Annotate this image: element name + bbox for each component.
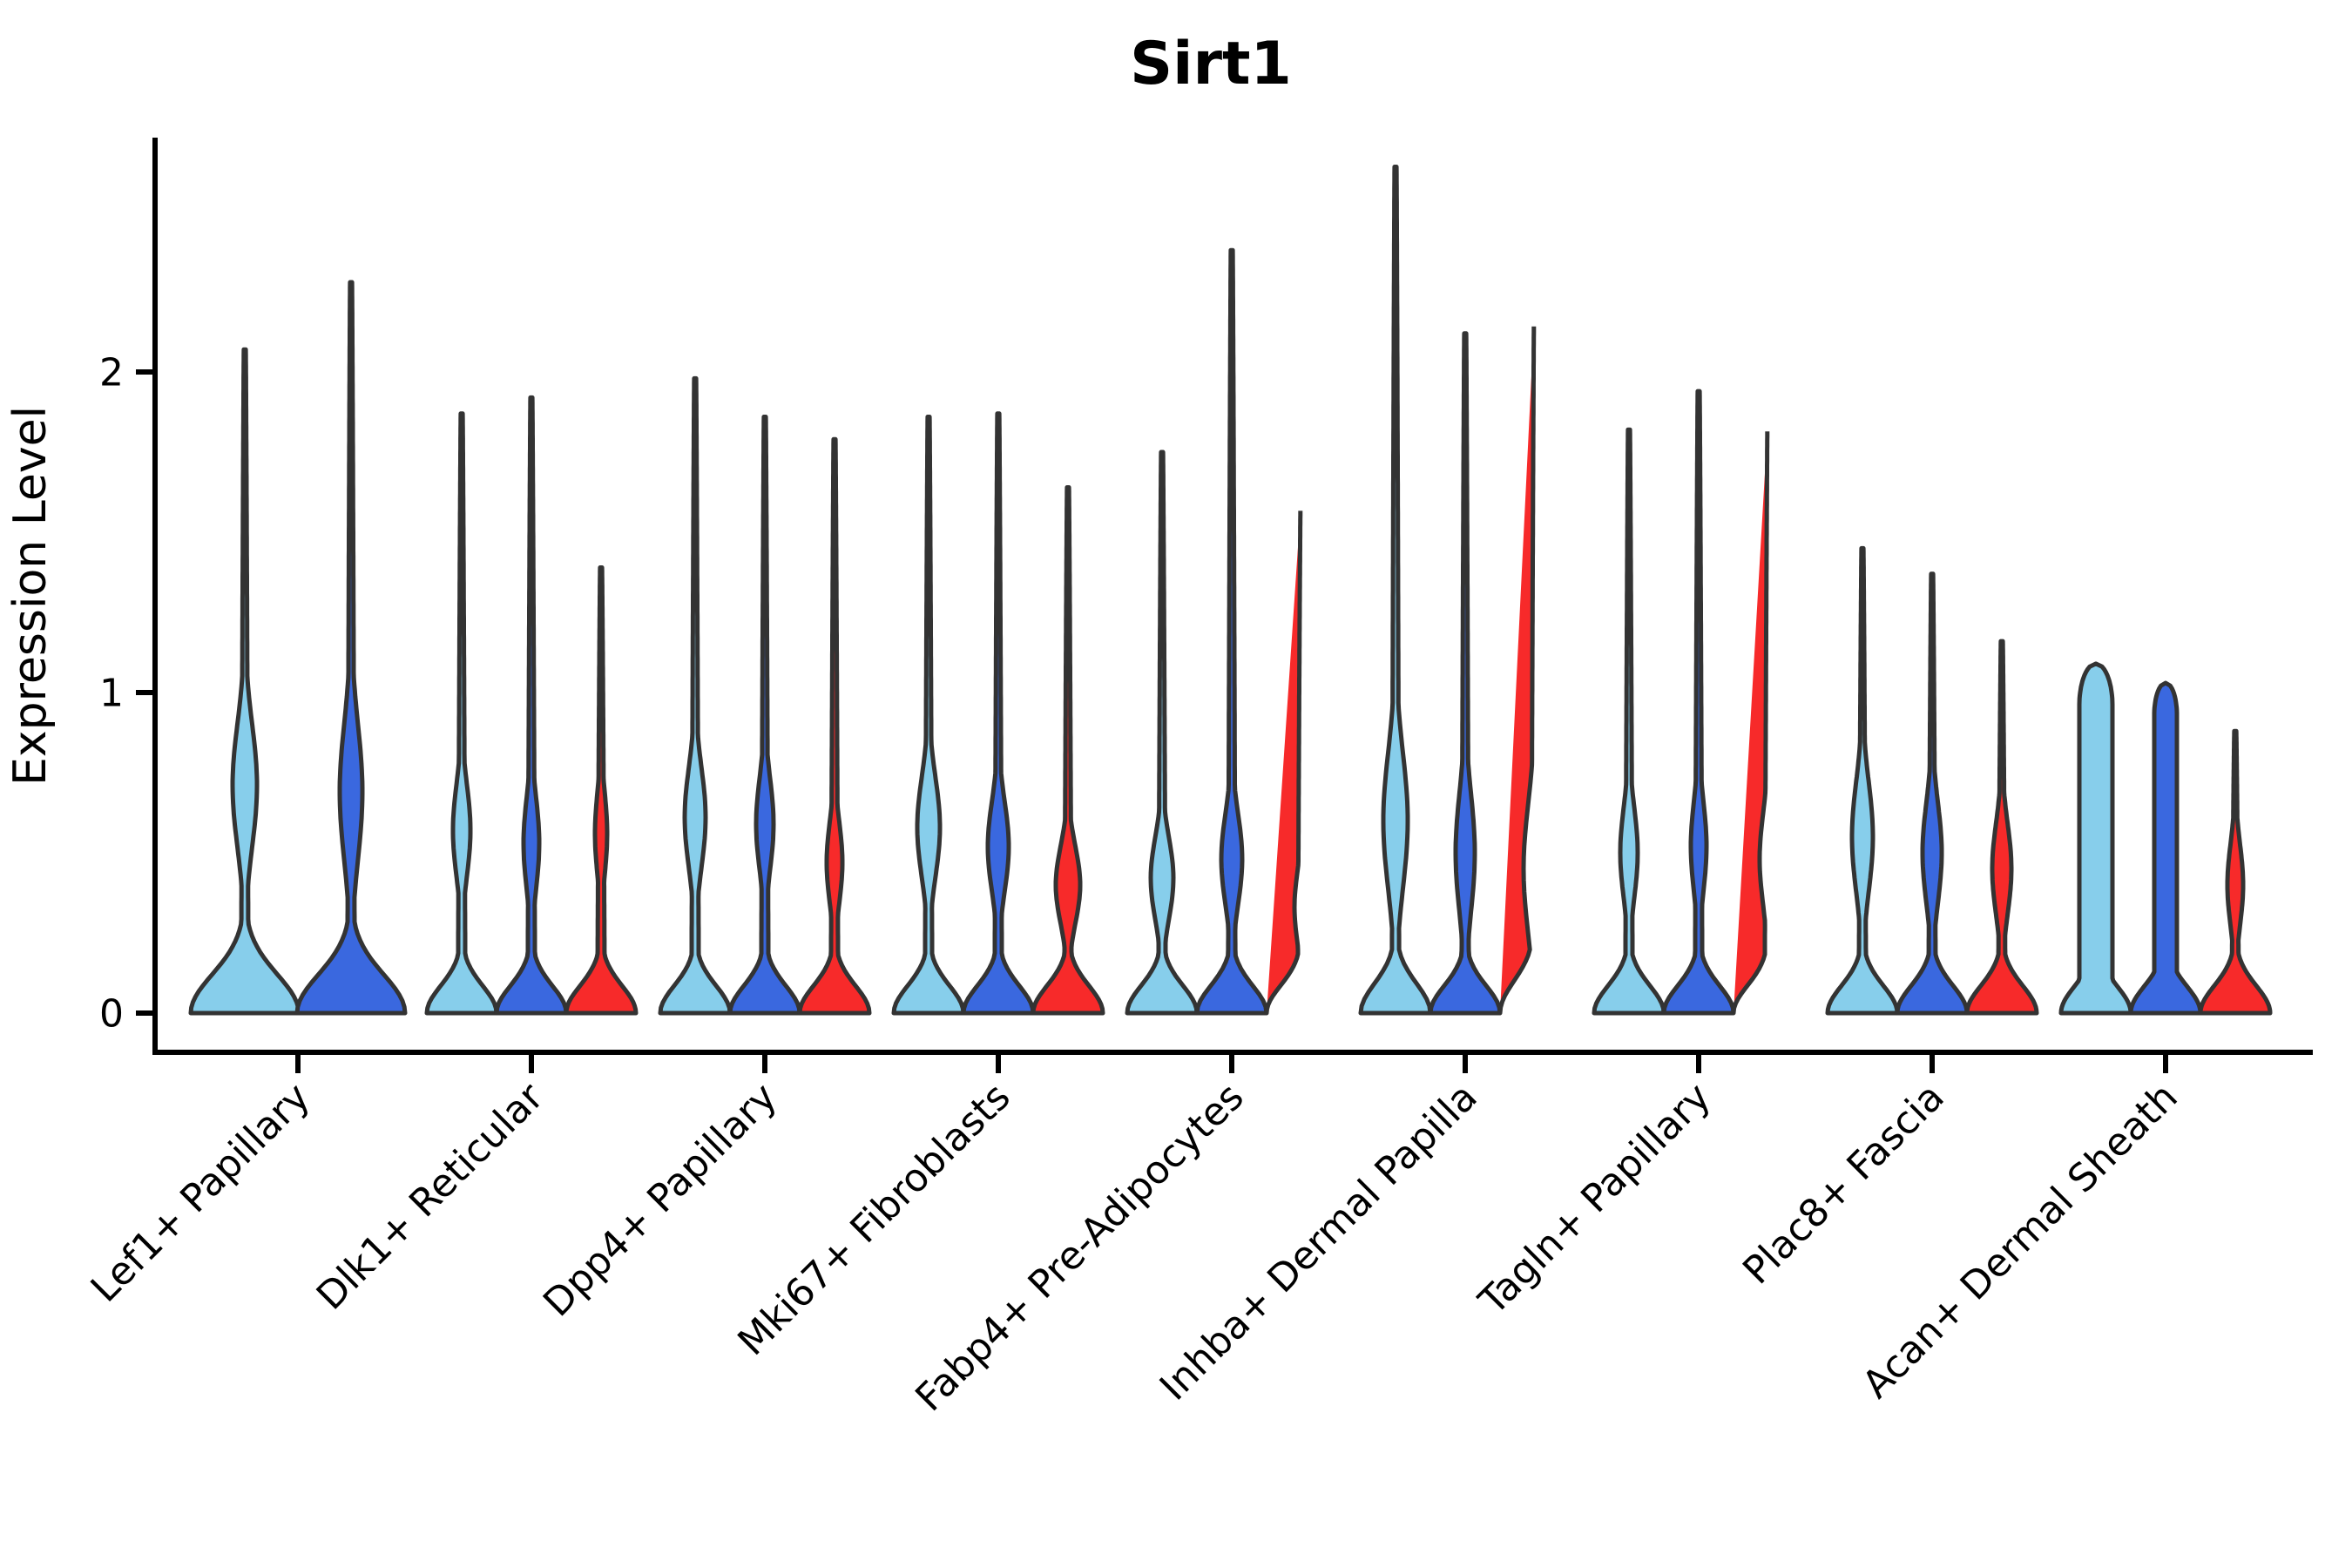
violin-light_blue xyxy=(424,411,499,1016)
y-tick-label: 2 xyxy=(99,350,124,395)
y-axis-label: Expression Level xyxy=(4,406,57,786)
violin-light_blue xyxy=(2058,661,2133,1016)
violin-dark_blue xyxy=(1194,247,1269,1016)
violin-red xyxy=(1264,510,1303,1014)
violin-dark_blue xyxy=(294,280,408,1016)
violin-light_blue xyxy=(891,415,966,1016)
violin-red xyxy=(2198,728,2273,1016)
violin-light_blue xyxy=(188,347,301,1016)
x-tick-label: Dlk1+ Reticular xyxy=(308,1074,553,1319)
y-tick-label: 0 xyxy=(99,991,124,1036)
x-ticks xyxy=(295,1052,2168,1073)
violin-light_blue xyxy=(1592,427,1666,1016)
violin-light_blue xyxy=(1125,449,1200,1016)
y-tick-label: 1 xyxy=(99,671,124,715)
violin-light_blue xyxy=(1358,165,1433,1016)
x-tick-label: Plac8+ Fascia xyxy=(1734,1075,1953,1294)
violin-dark_blue xyxy=(1895,571,1970,1016)
violin-red xyxy=(1031,485,1105,1016)
violin-dark_blue xyxy=(494,395,569,1016)
violin-red xyxy=(564,565,639,1016)
violin-dark_blue xyxy=(961,411,1036,1016)
violin-dark_blue xyxy=(2128,680,2203,1016)
x-tick-label: Tagln+ Papillary xyxy=(1470,1075,1720,1324)
violin-red xyxy=(1964,639,2039,1016)
violin-dark_blue xyxy=(1428,331,1503,1016)
violin-red xyxy=(1731,431,1770,1014)
violin-light_blue xyxy=(658,375,733,1016)
violin-dark_blue xyxy=(727,415,802,1016)
y-tick-labels: 0 1 2 xyxy=(99,350,124,1036)
chart-title: Sirt1 xyxy=(1130,30,1292,98)
violin-red xyxy=(1497,326,1537,1014)
violin-dark_blue xyxy=(1661,389,1736,1016)
violins xyxy=(188,165,2273,1016)
y-ticks xyxy=(136,369,155,1016)
violin-light_blue xyxy=(1825,545,1900,1016)
x-tick-label: Lef1+ Papillary xyxy=(83,1075,319,1311)
x-tick-label: Dpp4+ Papillary xyxy=(535,1075,786,1326)
violin-red xyxy=(797,436,872,1016)
